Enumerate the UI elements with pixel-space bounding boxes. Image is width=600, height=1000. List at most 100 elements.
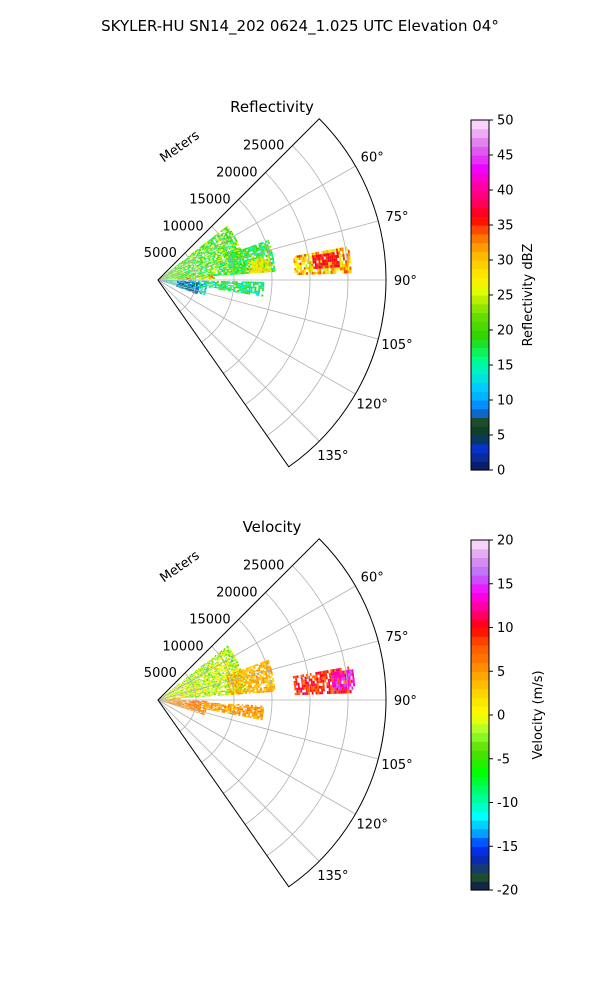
reflectivity-gate-cell	[216, 283, 219, 285]
reflectivity-gate-cell	[179, 269, 182, 271]
reflectivity-gate-cell	[181, 275, 184, 277]
reflectivity-gate-cell	[208, 239, 211, 242]
velocity-gate-cell	[227, 662, 231, 665]
velocity-gate-cell	[237, 668, 240, 672]
velocity-gate-cell	[224, 686, 227, 689]
reflectivity-gate-cell	[218, 287, 221, 289]
reflectivity-gate-cell	[187, 259, 190, 262]
velocity-gate-cell	[178, 701, 181, 702]
reflectivity-gate-cell	[187, 263, 190, 266]
velocity-gate-cell	[305, 684, 308, 688]
velocity-gate-cell	[185, 705, 188, 707]
reflectivity-gate-cell	[265, 254, 268, 258]
velocity-gate-cell	[265, 688, 268, 691]
velocity-gate-cell	[199, 682, 202, 684]
velocity-gate-cell	[217, 658, 220, 662]
reflectivity-gate-cell	[203, 256, 206, 258]
reflectivity-gate-cell	[213, 270, 216, 273]
velocity-gate-cell	[170, 702, 173, 704]
velocity-gate-cell	[240, 669, 243, 672]
reflectivity-gate-cell	[184, 266, 187, 268]
velocity-gate-cell	[199, 705, 202, 707]
reflectivity-gate-cell	[213, 273, 216, 276]
reflectivity-title: Reflectivity	[230, 98, 314, 116]
reflectivity-gate-cell	[192, 282, 194, 284]
reflectivity-gate-cell	[256, 258, 259, 261]
reflectivity-gate-cell	[222, 283, 225, 285]
reflectivity-gate-cell	[243, 270, 246, 273]
reflectivity-gate-cell	[247, 284, 250, 287]
reflectivity-gate-cell	[177, 269, 180, 272]
velocity-gate-cell	[203, 701, 206, 703]
reflectivity-gate-cell	[333, 248, 337, 253]
reflectivity-gate-cell	[265, 266, 268, 269]
reflectivity-gate-cell	[206, 263, 209, 266]
reflectivity-gate-cell	[188, 282, 191, 283]
reflectivity-gate-cell	[167, 274, 170, 276]
velocity-gate-cell	[258, 678, 261, 681]
velocity-gate-cell	[205, 664, 208, 667]
velocity-gate-cell	[190, 709, 193, 711]
reflectivity-gate-cell	[225, 249, 228, 252]
reflectivity-gate-cell	[201, 276, 204, 278]
reflectivity-gate-cell	[219, 268, 222, 271]
velocity-gate-cell	[220, 661, 224, 664]
reflectivity-gate-cell	[192, 273, 195, 275]
reflectivity-gate-cell	[224, 253, 227, 256]
velocity-gate-cell	[185, 696, 188, 698]
reflectivity-gate-cell	[212, 259, 215, 262]
velocity-gate-cell	[218, 686, 221, 689]
reflectivity-colorbar-band	[471, 233, 489, 244]
reflectivity-gate-cell	[233, 253, 236, 256]
reflectivity-gate-cell	[252, 266, 255, 269]
reflectivity-gate-cell	[218, 288, 221, 290]
reflectivity-gate-cell	[175, 285, 178, 287]
velocity-gate-cell	[162, 697, 165, 698]
reflectivity-gate-cell	[172, 276, 175, 278]
reflectivity-gate-cell	[202, 251, 205, 253]
velocity-gate-cell	[187, 704, 190, 706]
velocity-gate-cell	[212, 665, 215, 668]
reflectivity-gate-cell	[183, 287, 186, 289]
reflectivity-gate-cell	[220, 286, 223, 288]
reflectivity-gate-cell	[337, 264, 340, 268]
reflectivity-gate-cell	[233, 248, 236, 251]
velocity-gate-cell	[233, 673, 236, 676]
reflectivity-gate-cell	[229, 287, 232, 290]
velocity-gate-cell	[209, 676, 212, 679]
velocity-gate-cell	[210, 694, 213, 696]
reflectivity-gate-cell	[337, 248, 341, 252]
reflectivity-gate-cell	[230, 251, 233, 254]
velocity-gate-cell	[265, 676, 269, 679]
velocity-gate-cell	[167, 694, 170, 696]
velocity-gate-cell	[214, 674, 217, 676]
reflectivity-gate-cell	[301, 262, 304, 265]
reflectivity-gate-cell	[189, 269, 192, 271]
velocity-gate-cell	[200, 684, 203, 686]
reflectivity-gate-cell	[222, 282, 225, 284]
velocity-gate-cell	[255, 684, 258, 687]
velocity-gate-cell	[223, 676, 226, 679]
reflectivity-gate-cell	[205, 271, 208, 273]
velocity-gate-cell	[228, 649, 232, 652]
velocity-gate-cell	[250, 679, 254, 682]
velocity-gate-cell	[225, 693, 228, 696]
reflectivity-gate-cell	[244, 292, 247, 294]
reflectivity-gate-cell	[259, 267, 262, 270]
velocity-gate-cell	[199, 689, 202, 692]
velocity-gate-cell	[252, 664, 256, 668]
velocity-gate-cell	[211, 671, 214, 674]
reflectivity-gate-cell	[188, 278, 191, 279]
reflectivity-gate-cell	[243, 253, 246, 256]
reflectivity-gate-cell	[220, 281, 223, 283]
velocity-gate-cell	[214, 673, 217, 675]
velocity-gate-cell	[183, 684, 186, 687]
velocity-gate-cell	[228, 667, 231, 670]
velocity-gate-cell	[324, 670, 327, 674]
reflectivity-gate-cell	[257, 265, 260, 268]
velocity-gate-cell	[262, 707, 265, 710]
velocity-gate-cell	[225, 657, 228, 660]
velocity-gate-cell	[296, 692, 299, 696]
velocity-data	[158, 645, 356, 721]
reflectivity-gate-cell	[187, 276, 190, 278]
